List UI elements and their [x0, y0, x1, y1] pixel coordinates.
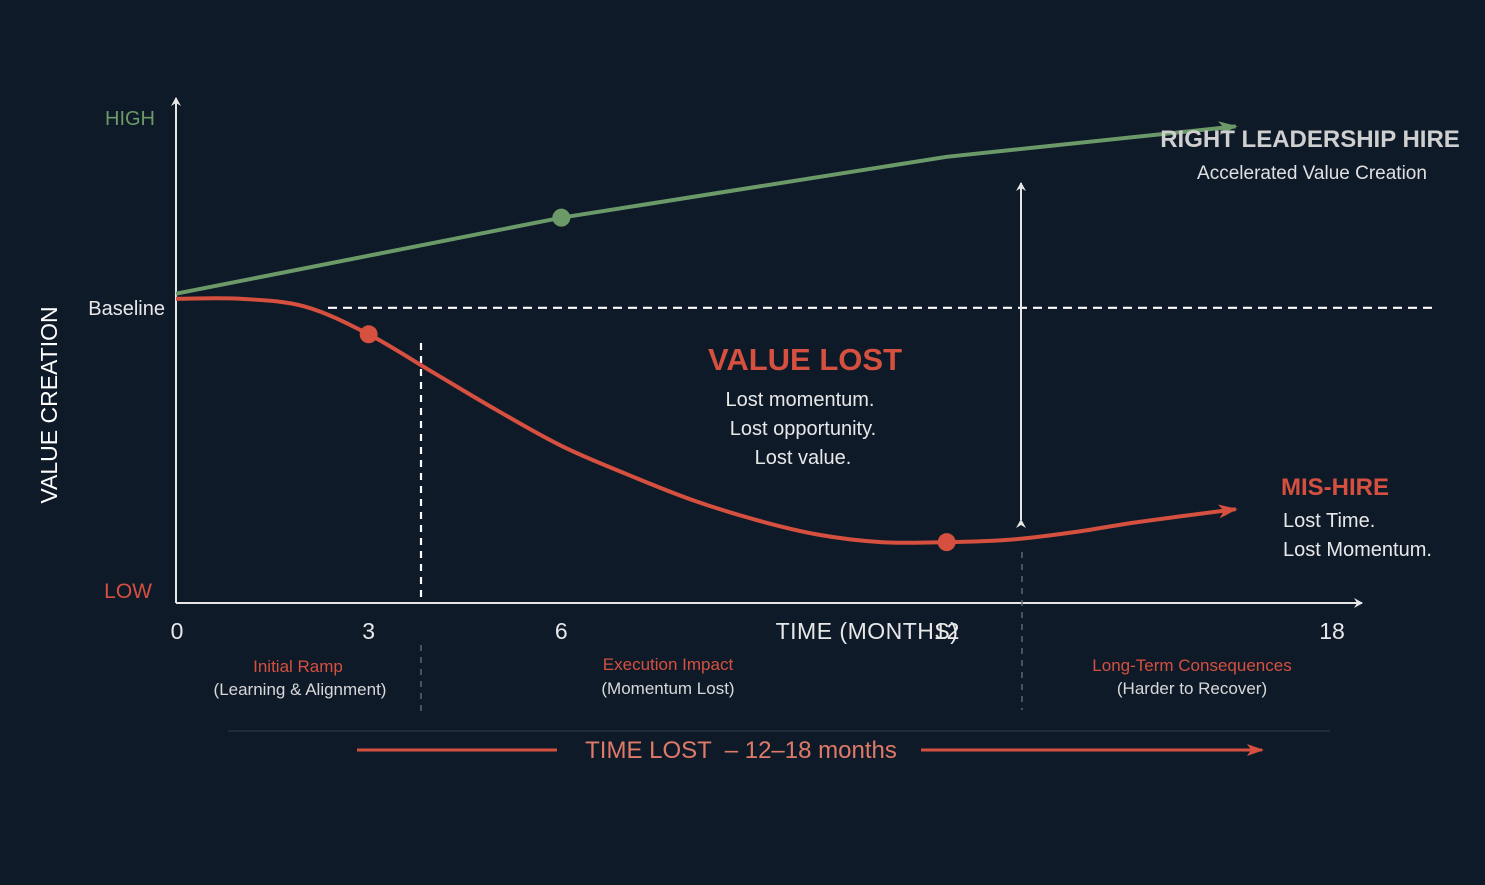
phase-1-subtitle: (Learning & Alignment)	[214, 680, 387, 699]
x-tick-label-6: 6	[555, 618, 568, 644]
series-0-marker-0	[552, 208, 571, 227]
y-label-high: HIGH	[105, 108, 155, 130]
x-axis-label: TIME (MONTHS)	[776, 618, 959, 644]
phase-1-title: Initial Ramp	[253, 657, 343, 676]
series-1-marker-0	[359, 325, 378, 344]
phase-2-title: Execution Impact	[603, 655, 734, 674]
phase-3-subtitle: (Harder to Recover)	[1117, 679, 1267, 698]
series-label-right-leadership-hire: RIGHT LEADERSHIP HIRE	[1160, 126, 1460, 153]
series-subtitle-mis-hire-line-2: Lost Momentum.	[1283, 539, 1432, 561]
y-axis-label: VALUE CREATION	[36, 306, 62, 503]
x-tick-label-3: 3	[362, 618, 375, 644]
series-label-mis-hire: MIS-HIRE	[1281, 474, 1389, 501]
series-subtitle-mis-hire-line-1: Lost Time.	[1283, 510, 1375, 532]
time-lost-label: TIME LOST – 12–18 months	[585, 737, 897, 764]
series-line-right-leadership-hire	[175, 121, 1238, 296]
phase-3-title: Long-Term Consequences	[1092, 656, 1291, 675]
series-line-mis-hire	[175, 296, 1238, 545]
x-tick-label-18: 18	[1319, 618, 1345, 644]
series-1-marker-1	[937, 533, 956, 552]
phase-2-subtitle: (Momentum Lost)	[601, 679, 734, 698]
value-lost-line-3: Lost value.	[755, 447, 852, 469]
x-tick-label-12: 12	[934, 618, 960, 644]
value-lost-line-1: Lost momentum.	[726, 389, 875, 411]
value-lost-title: VALUE LOST	[708, 342, 902, 377]
y-label-low: LOW	[104, 580, 152, 603]
series-subtitle-right-leadership-hire: Accelerated Value Creation	[1197, 163, 1427, 184]
x-tick-label-0: 0	[171, 618, 184, 644]
y-label-baseline: Baseline	[88, 298, 165, 320]
value-lost-line-2: Lost opportunity.	[730, 418, 876, 440]
